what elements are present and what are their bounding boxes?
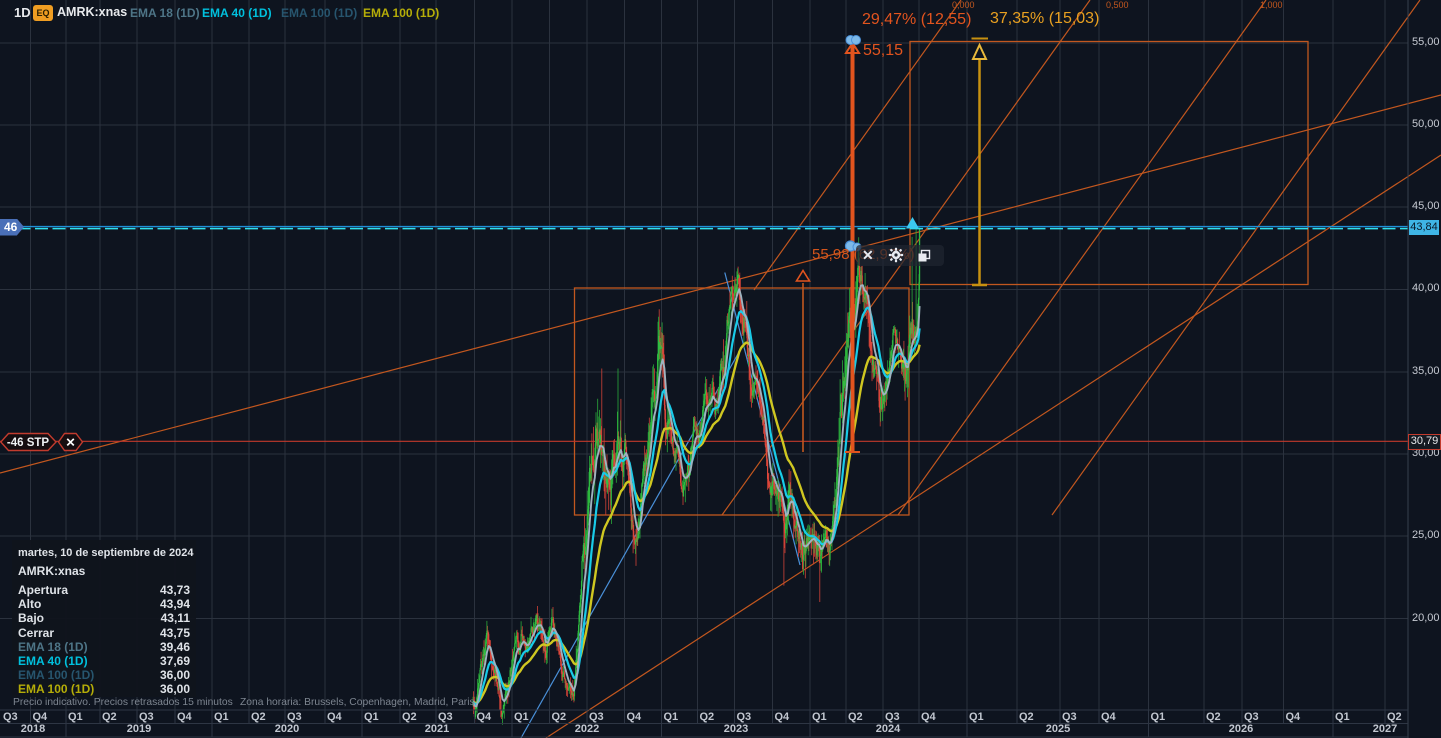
svg-text:✕: ✕ bbox=[65, 435, 75, 449]
svg-text:-46 STP: -46 STP bbox=[7, 437, 50, 449]
